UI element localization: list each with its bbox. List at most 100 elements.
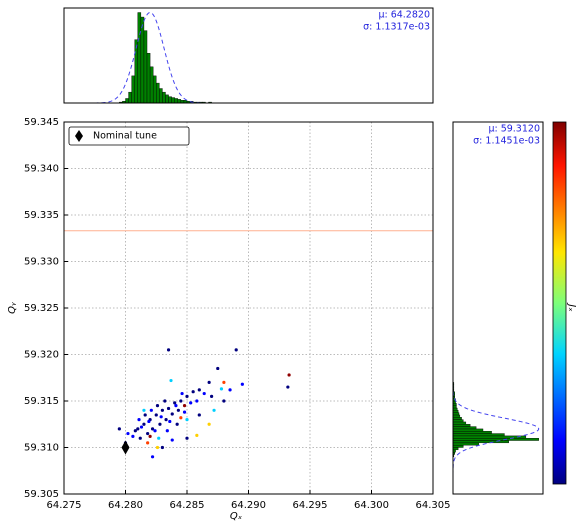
scatter-point — [136, 427, 140, 431]
scatter-point — [210, 394, 214, 398]
histogram-bar — [159, 88, 163, 104]
scatter-point — [153, 429, 157, 433]
scatter-point — [219, 387, 224, 391]
scatter-point — [165, 429, 169, 433]
scatter-point — [170, 438, 174, 442]
histogram-bar — [452, 440, 509, 444]
histogram-bar — [165, 94, 169, 104]
legend-box — [68, 126, 190, 146]
scatter-point — [154, 413, 158, 417]
scatter-point — [147, 419, 151, 424]
fit-annotation: σ: 1.1317e-03 — [363, 22, 430, 33]
histogram-bar — [134, 39, 139, 104]
scatter-point — [189, 401, 193, 405]
scatter-point — [143, 413, 147, 417]
scatter-point — [158, 422, 162, 426]
y-tick-label: 59.340 — [24, 164, 59, 175]
scatter-point — [166, 348, 171, 352]
histogram-bar — [452, 438, 539, 441]
histogram-bar — [140, 16, 145, 104]
scatter-point — [173, 401, 177, 405]
scatter-point — [191, 390, 195, 394]
y-axis-label: Qᵧ — [7, 302, 18, 314]
scatter-point — [287, 373, 291, 377]
axes-frame — [63, 121, 434, 495]
histogram-bar — [452, 403, 457, 406]
histogram-bar — [162, 91, 166, 104]
scatter-point — [234, 348, 238, 352]
histogram-bar — [149, 66, 154, 104]
scatter-point — [160, 445, 164, 450]
histogram-bar — [137, 12, 142, 104]
y-tick-label: 59.325 — [24, 303, 59, 314]
scatter-point — [146, 441, 150, 445]
y-tick-label: 59.330 — [24, 257, 59, 268]
scatter-point — [207, 380, 211, 384]
scatter-point — [197, 388, 201, 392]
histogram-bar — [174, 98, 178, 104]
colorbar — [552, 121, 567, 485]
x-tick-label: 64.300 — [354, 500, 389, 511]
x-tick-label: 64.290 — [231, 500, 266, 511]
scatter-point — [286, 385, 290, 389]
histogram-bar — [452, 412, 460, 416]
histogram-bar — [452, 447, 459, 451]
y-tick-label: 59.310 — [24, 443, 59, 454]
histogram-bar — [131, 75, 135, 104]
scatter-point — [176, 408, 180, 412]
histogram-bar — [168, 96, 172, 104]
scatter-point — [146, 431, 150, 436]
scatter-point — [207, 422, 211, 426]
scatter-point — [150, 427, 155, 431]
histogram-bar — [452, 442, 479, 446]
scatter-point — [155, 445, 160, 450]
y-tick-label: 59.315 — [24, 396, 59, 407]
scatter-point — [202, 391, 206, 396]
x-tick-label: 64.295 — [293, 500, 328, 511]
scatter-point — [182, 404, 187, 408]
scatter-point — [169, 378, 173, 383]
scatter-point — [195, 399, 199, 403]
scatter-point — [240, 382, 244, 386]
histogram-bar — [452, 421, 467, 425]
histogram-bar — [146, 53, 151, 104]
legend-marker — [75, 130, 83, 142]
scatter-point — [195, 433, 199, 438]
nominal-marker — [121, 440, 130, 455]
scatter-point — [168, 419, 172, 424]
histogram-bar — [128, 91, 132, 104]
scatter-point — [133, 429, 137, 433]
y-tick-label: 59.320 — [24, 350, 59, 361]
histogram-bar — [452, 428, 484, 432]
scatter-point — [142, 408, 146, 412]
histogram-bar — [452, 435, 527, 439]
histogram-bar — [143, 30, 148, 104]
scatter-point — [126, 431, 130, 436]
scatter-point — [222, 399, 226, 403]
scatter-point — [228, 388, 232, 392]
scatter-point — [197, 413, 201, 417]
scatter-point — [185, 436, 189, 440]
x-tick-label: 64.280 — [108, 500, 143, 511]
histogram-bar — [452, 433, 505, 437]
histogram-bar — [452, 405, 457, 409]
scatter-point — [139, 425, 144, 429]
scatter-point — [137, 418, 141, 422]
fit-annotation: σ: 1.1451e-03 — [473, 136, 540, 147]
scatter-point — [175, 422, 179, 426]
scatter-point — [149, 408, 153, 412]
histogram-bar — [452, 426, 477, 430]
histogram-bar — [177, 99, 182, 104]
histogram-bar — [452, 419, 464, 423]
scatter-point — [179, 399, 183, 403]
axes-frame — [63, 7, 434, 104]
scatter-point — [150, 455, 155, 459]
histogram-bar — [452, 407, 458, 411]
y-tick-label: 59.335 — [24, 210, 59, 221]
histogram-bar — [125, 98, 129, 104]
scatter-point — [212, 408, 216, 412]
scatter-point — [157, 436, 161, 440]
histogram-bar — [171, 97, 175, 104]
scatter-point — [164, 418, 168, 422]
histogram-bar — [452, 424, 471, 427]
